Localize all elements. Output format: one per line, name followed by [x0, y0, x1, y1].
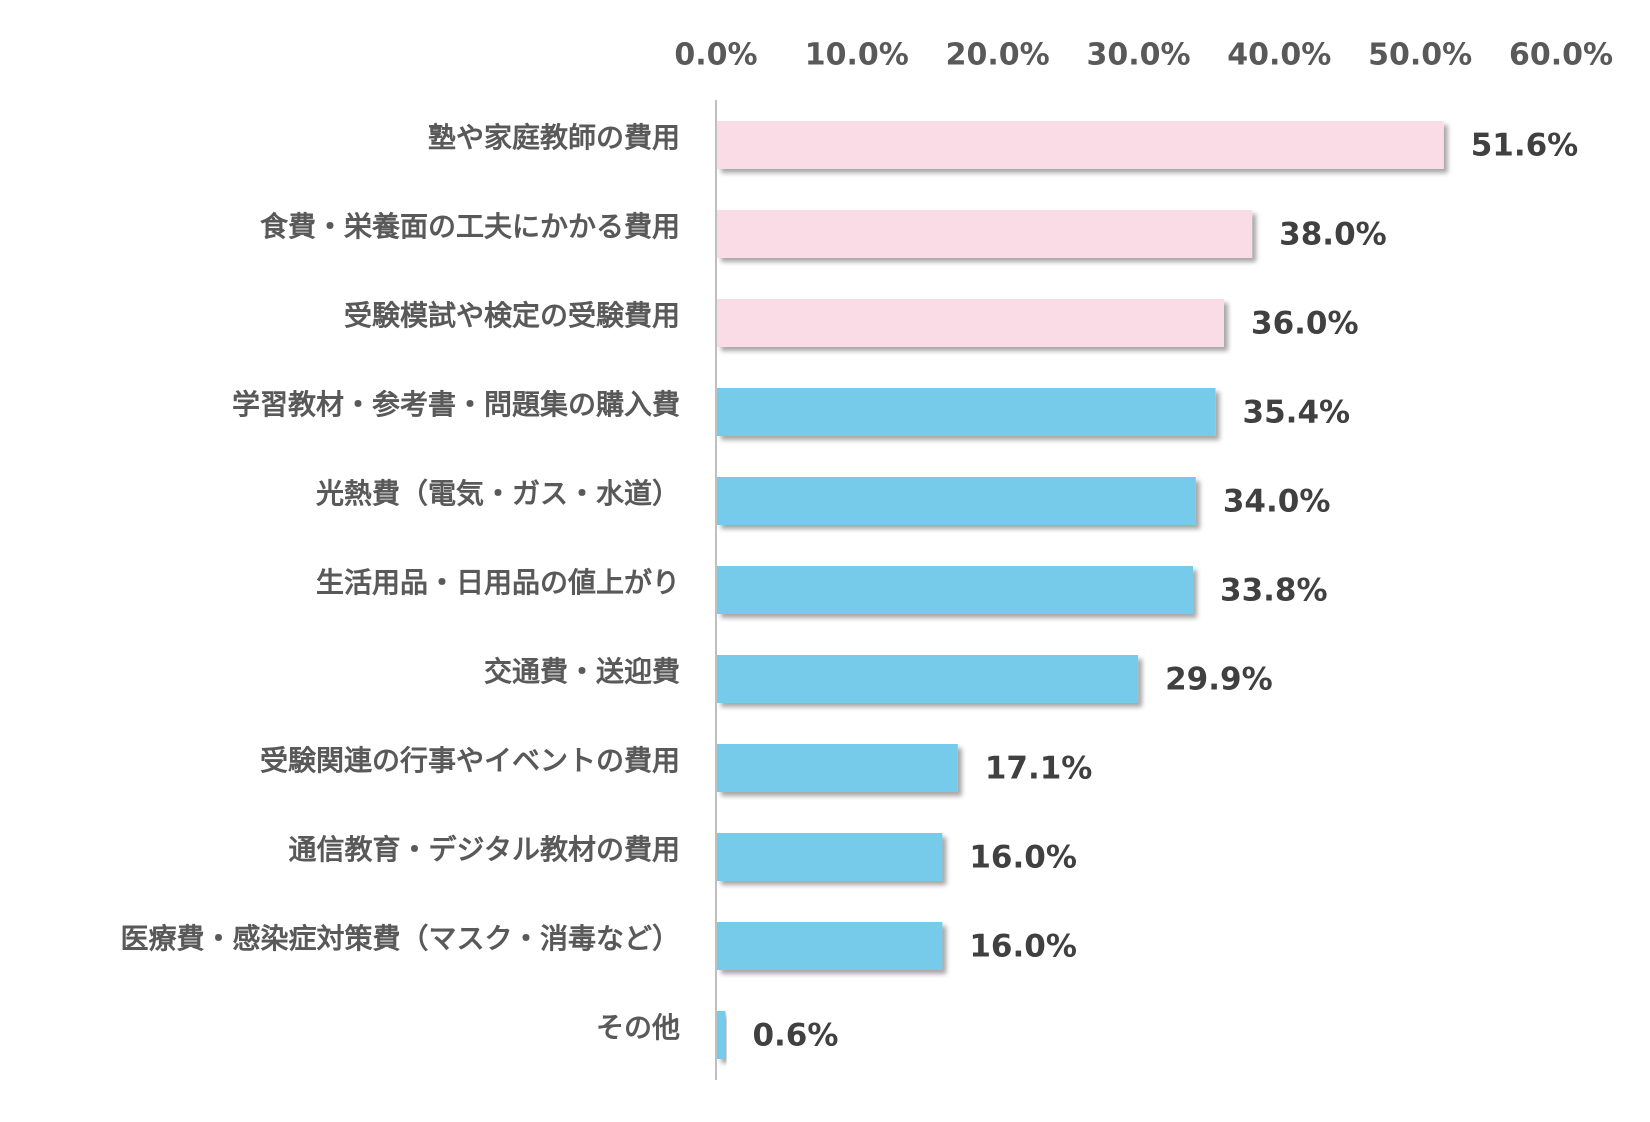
x-axis-ticks: 0.0% 10.0% 20.0% 30.0% 40.0% 50.0% 60.0%	[674, 38, 1613, 73]
category-labels: 塾や家庭教師の費用食費・栄養面の工夫にかかる費用受験模試や検定の受験費用学習教材…	[121, 121, 680, 1044]
category-label: その他	[596, 1011, 680, 1044]
bars	[717, 121, 1444, 1059]
value-label: 36.0%	[1251, 306, 1359, 342]
bar	[717, 922, 943, 970]
value-label: 34.0%	[1223, 484, 1331, 520]
x-tick-label: 0.0%	[674, 38, 757, 73]
x-tick-label: 10.0%	[805, 38, 909, 73]
bar	[717, 655, 1139, 703]
category-label: 光熱費（電気・ガス・水道）	[315, 477, 680, 510]
value-labels: 51.6% 38.0% 36.0% 35.4% 34.0% 33.8% 29.9% 17.1%…	[752, 128, 1578, 1054]
category-label: 交通費・送迎費	[484, 655, 680, 688]
category-label: 受験模試や検定の受験費用	[344, 299, 680, 332]
value-label: 33.8%	[1220, 573, 1328, 609]
value-label: 16.0%	[969, 840, 1077, 876]
category-label: 学習教材・参考書・問題集の購入費	[232, 388, 680, 421]
category-label: 食費・栄養面の工夫にかかる費用	[260, 210, 680, 243]
value-label: 29.9%	[1165, 662, 1273, 698]
bar	[717, 210, 1253, 258]
category-label: 医療費・感染症対策費（マスク・消毒など）	[121, 922, 680, 955]
value-label: 17.1%	[985, 751, 1093, 787]
bar	[717, 477, 1196, 525]
x-tick-label: 60.0%	[1509, 38, 1613, 73]
category-label: 通信教育・デジタル教材の費用	[289, 833, 680, 866]
bar	[717, 744, 958, 792]
category-label: 生活用品・日用品の値上がり	[316, 566, 680, 599]
x-tick-label: 30.0%	[1086, 38, 1190, 73]
value-label: 51.6%	[1471, 128, 1579, 164]
x-tick-label: 20.0%	[946, 38, 1050, 73]
bar	[717, 833, 943, 881]
bar	[717, 388, 1216, 436]
x-tick-label: 50.0%	[1368, 38, 1472, 73]
bar	[717, 121, 1444, 169]
bar	[717, 566, 1194, 614]
bar	[717, 1011, 726, 1059]
value-label: 0.6%	[752, 1018, 838, 1054]
category-label: 塾や家庭教師の費用	[428, 121, 680, 154]
x-tick-label: 40.0%	[1227, 38, 1331, 73]
bar	[717, 299, 1224, 347]
value-label: 38.0%	[1279, 217, 1387, 253]
value-label: 35.4%	[1243, 395, 1351, 431]
category-label: 受験関連の行事やイベントの費用	[260, 744, 680, 777]
value-label: 16.0%	[969, 929, 1077, 965]
